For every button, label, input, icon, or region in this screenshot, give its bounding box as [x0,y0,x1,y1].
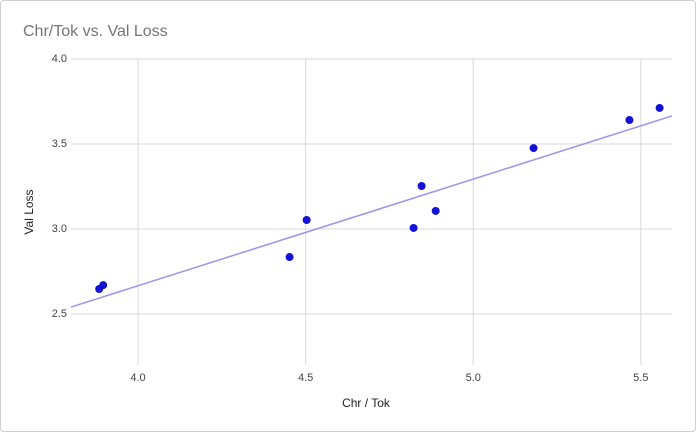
point [655,103,664,112]
point [431,206,440,215]
x-tick-label: 4.0 [130,372,145,384]
y-tick-label: 4.0 [52,53,67,65]
point [409,223,418,232]
x-tick-label: 4.5 [298,372,313,384]
point [302,215,311,224]
point [99,281,108,290]
x-tick-label: 5.5 [633,372,648,384]
x-tick-label: 5.0 [466,372,481,384]
x-axis-label: Chr / Tok [342,396,391,410]
y-tick-label: 3.5 [52,138,67,150]
point [625,116,634,125]
chart-title: Chr/Tok vs. Val Loss [23,23,168,40]
point [529,144,538,153]
y-tick-label: 2.5 [52,308,67,320]
point [417,181,426,190]
trendline [70,115,673,308]
y-axis-label: Val Loss [22,189,36,234]
point [285,253,294,262]
y-tick-label: 3.0 [52,223,67,235]
